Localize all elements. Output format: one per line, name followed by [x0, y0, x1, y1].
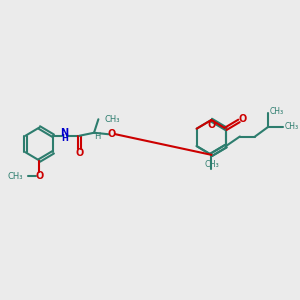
Text: CH₃: CH₃ [270, 107, 284, 116]
Text: CH₃: CH₃ [284, 122, 298, 131]
Text: CH₃: CH₃ [8, 172, 23, 181]
Text: H: H [94, 132, 101, 141]
Text: O: O [35, 171, 44, 181]
Text: O: O [207, 120, 215, 130]
Text: O: O [75, 148, 84, 158]
Text: N: N [60, 128, 68, 138]
Text: CH₃: CH₃ [205, 160, 220, 169]
Text: CH₃: CH₃ [105, 115, 120, 124]
Text: O: O [108, 129, 116, 139]
Text: H: H [61, 134, 68, 143]
Text: O: O [239, 114, 247, 124]
